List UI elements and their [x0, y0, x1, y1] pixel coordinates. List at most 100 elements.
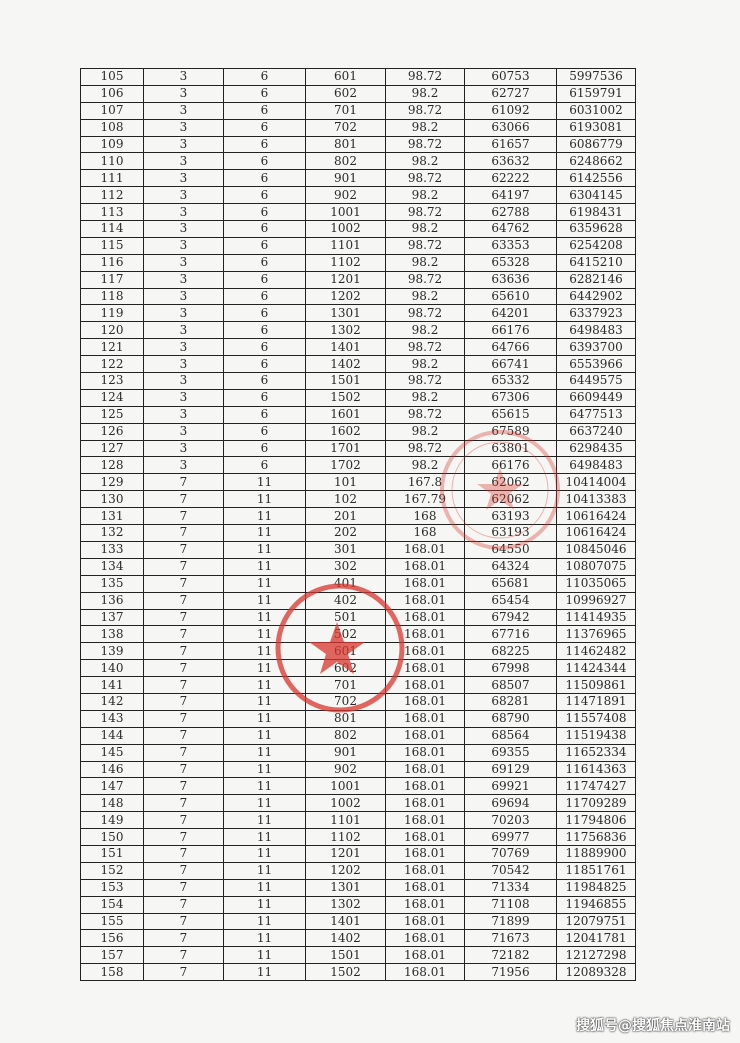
table-row: 158 7 11 1502 168.01 71956 12089328	[80, 963, 636, 982]
table-row: 149 7 11 1101 168.01 70203 11794806	[80, 811, 636, 830]
table-cell: 7	[143, 811, 224, 830]
table-cell: 138	[80, 625, 144, 644]
table-cell: 801	[305, 709, 386, 728]
table-cell: 7	[143, 709, 224, 728]
table-cell: 168.01	[385, 692, 465, 711]
table-cell: 7	[143, 760, 224, 779]
table-cell: 105	[80, 68, 144, 86]
table-cell: 7	[143, 726, 224, 745]
table-row: 129 7 11 101 167.8 62062 10414004	[80, 473, 636, 492]
table-cell: 202	[305, 524, 386, 542]
table-cell: 6	[223, 236, 306, 255]
table-cell: 3	[143, 456, 224, 475]
table-cell: 6	[223, 169, 306, 188]
table-cell: 66176	[464, 456, 557, 475]
table-cell: 11	[223, 524, 306, 542]
table-cell: 7	[143, 557, 224, 576]
table-cell: 168.01	[385, 574, 465, 593]
table-cell: 63801	[464, 439, 557, 458]
table-cell: 11	[223, 777, 306, 796]
table-cell: 1202	[305, 287, 386, 306]
table-cell: 1502	[305, 963, 386, 982]
table-cell: 6	[223, 304, 306, 323]
table-row: 150 7 11 1102 168.01 69977 11756836	[80, 828, 636, 846]
table-cell: 98.72	[385, 203, 465, 222]
table-cell: 3	[143, 203, 224, 222]
table-cell: 71108	[464, 895, 557, 914]
table-row: 106 3 6 602 98.2 62727 6159791	[80, 84, 636, 103]
table-cell: 143	[80, 709, 144, 728]
table-cell: 3	[143, 388, 224, 407]
table-cell: 1602	[305, 422, 386, 441]
table-cell: 3	[143, 118, 224, 137]
table-cell: 98.72	[385, 68, 465, 86]
table-cell: 62788	[464, 203, 557, 222]
table-cell: 1301	[305, 878, 386, 897]
table-cell: 111	[80, 169, 144, 188]
table-cell: 98.2	[385, 422, 465, 441]
table-cell: 10616424	[556, 524, 636, 542]
table-cell: 1401	[305, 338, 386, 357]
table-cell: 7	[143, 473, 224, 492]
table-cell: 1001	[305, 777, 386, 796]
table-cell: 6	[223, 372, 306, 390]
table-cell: 1401	[305, 912, 386, 931]
table-cell: 3	[143, 253, 224, 272]
table-cell: 168.01	[385, 828, 465, 846]
table-cell: 6086779	[556, 135, 636, 154]
table-cell: 98.2	[385, 321, 465, 340]
table-cell: 126	[80, 422, 144, 441]
table-cell: 168	[385, 524, 465, 542]
table-cell: 11	[223, 507, 306, 526]
table-cell: 168.01	[385, 676, 465, 694]
table-cell: 10414004	[556, 473, 636, 492]
table-cell: 65332	[464, 372, 557, 390]
table-cell: 3	[143, 220, 224, 238]
table-cell: 6	[223, 84, 306, 103]
table-cell: 168.01	[385, 642, 465, 661]
table-cell: 902	[305, 186, 386, 205]
table-row: 130 7 11 102 167.79 62062 10413383	[80, 490, 636, 509]
table-cell: 6	[223, 456, 306, 475]
table-cell: 98.72	[385, 236, 465, 255]
table-cell: 149	[80, 811, 144, 830]
table-cell: 67306	[464, 388, 557, 407]
table-cell: 11614363	[556, 760, 636, 779]
table-cell: 3	[143, 355, 224, 374]
table-cell: 11	[223, 574, 306, 593]
table-cell: 11	[223, 557, 306, 576]
table-cell: 7	[143, 507, 224, 526]
table-cell: 98.72	[385, 338, 465, 357]
table-cell: 69921	[464, 777, 557, 796]
table-cell: 11	[223, 929, 306, 948]
table-row: 138 7 11 502 168.01 67716 11376965	[80, 625, 636, 644]
table-cell: 1101	[305, 236, 386, 255]
table-row: 137 7 11 501 168.01 67942 11414935	[80, 608, 636, 627]
table-cell: 168.01	[385, 777, 465, 796]
table-cell: 11	[223, 676, 306, 694]
table-cell: 65454	[464, 591, 557, 610]
table-cell: 137	[80, 608, 144, 627]
table-cell: 144	[80, 726, 144, 745]
table-cell: 11747427	[556, 777, 636, 796]
table-row: 120 3 6 1302 98.2 66176 6498483	[80, 321, 636, 340]
table-row: 114 3 6 1002 98.2 64762 6359628	[80, 220, 636, 238]
table-cell: 120	[80, 321, 144, 340]
table-cell: 114	[80, 220, 144, 238]
table-cell: 11	[223, 963, 306, 982]
table-cell: 130	[80, 490, 144, 509]
table-row: 144 7 11 802 168.01 68564 11519438	[80, 726, 636, 745]
table-cell: 142	[80, 692, 144, 711]
table-cell: 6337923	[556, 304, 636, 323]
table-cell: 11	[223, 912, 306, 931]
table-cell: 102	[305, 490, 386, 509]
table-cell: 6	[223, 439, 306, 458]
table-cell: 6	[223, 135, 306, 154]
table-cell: 6	[223, 338, 306, 357]
table-row: 156 7 11 1402 168.01 71673 12041781	[80, 929, 636, 948]
table-cell: 132	[80, 524, 144, 542]
table-cell: 11	[223, 895, 306, 914]
table-cell: 168.01	[385, 946, 465, 965]
table-cell: 1202	[305, 861, 386, 880]
